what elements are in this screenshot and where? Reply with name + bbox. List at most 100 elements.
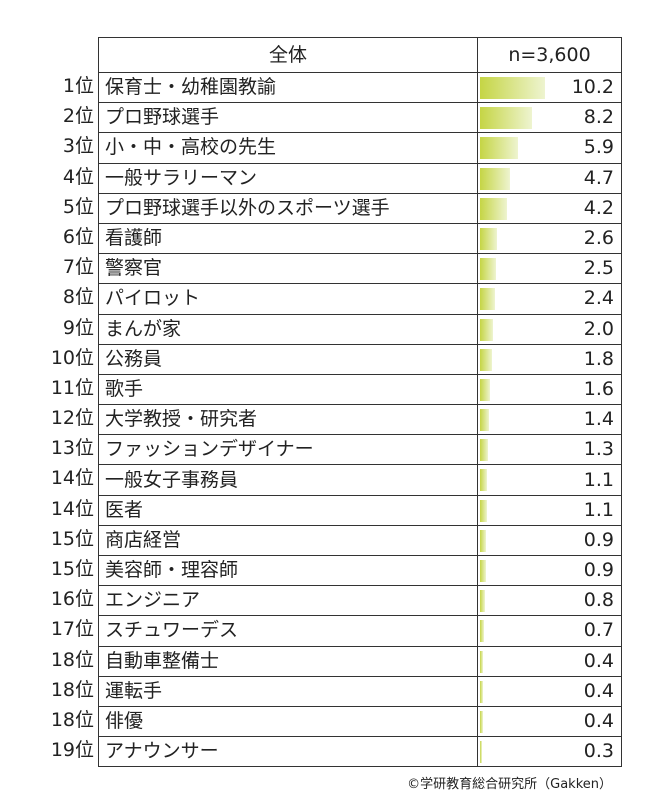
value-bar — [480, 590, 486, 613]
table-row: プロ野球選手 8.2 — [98, 102, 622, 134]
value-number: 2.4 — [583, 287, 614, 310]
rank-label: 19位 — [50, 739, 94, 761]
job-name: 大学教授・研究者 — [98, 404, 478, 436]
value-bar — [480, 529, 486, 552]
value-bar — [480, 710, 483, 733]
value-bar — [480, 378, 491, 401]
job-name: 公務員 — [98, 343, 478, 375]
job-name: 小・中・高校の先生 — [98, 132, 478, 164]
value-bar — [480, 227, 497, 250]
value-bar — [480, 288, 496, 311]
value-bar — [480, 469, 488, 492]
job-name: まんが家 — [98, 313, 478, 345]
value-cell: 0.9 — [477, 524, 622, 557]
rank-label: 17位 — [50, 618, 94, 640]
job-name: 一般女子事務員 — [98, 464, 478, 496]
value-number: 10.2 — [571, 76, 614, 99]
value-cell: 1.6 — [477, 373, 622, 406]
value-number: 1.1 — [583, 468, 614, 491]
table-row: 自動車整備士 0.4 — [98, 645, 622, 677]
value-number: 0.8 — [583, 589, 614, 612]
job-name: エンジニア — [98, 585, 478, 617]
job-name: 美容師・理容師 — [98, 554, 478, 587]
header-job: 全体 — [98, 37, 478, 73]
rank-label: 13位 — [50, 437, 94, 459]
rank-label: 14位 — [50, 467, 94, 489]
table-row: パイロット 2.4 — [98, 283, 622, 315]
header-value: n=3,600 — [477, 37, 622, 73]
value-number: 0.4 — [583, 649, 614, 672]
value-cell: 0.7 — [477, 615, 622, 647]
value-cell: 8.2 — [477, 102, 622, 134]
job-name: プロ野球選手 — [98, 102, 478, 134]
table-row: プロ野球選手以外のスポーツ選手 4.2 — [98, 192, 622, 224]
table-row: 保育士・幼稚園教諭 10.2 — [98, 71, 622, 104]
table-row: 美容師・理容師 0.9 — [98, 554, 622, 587]
table-row: 歌手 1.6 — [98, 373, 622, 406]
job-name: スチュワーデス — [98, 615, 478, 647]
rank-label: 4位 — [62, 166, 94, 188]
value-cell: 0.9 — [477, 554, 622, 587]
value-cell: 2.0 — [477, 313, 622, 345]
value-cell: 0.4 — [477, 645, 622, 677]
value-cell: 2.6 — [477, 222, 622, 255]
job-name: 警察官 — [98, 253, 478, 285]
value-number: 4.2 — [583, 196, 614, 219]
value-number: 0.7 — [583, 619, 614, 642]
value-bar — [480, 409, 489, 432]
table-row: 警察官 2.5 — [98, 253, 622, 285]
value-cell: 1.4 — [477, 404, 622, 436]
table-row: 看護師 2.6 — [98, 222, 622, 255]
rank-label: 5位 — [62, 196, 94, 218]
job-name: 歌手 — [98, 373, 478, 406]
value-number: 0.4 — [583, 679, 614, 702]
table-row: スチュワーデス 0.7 — [98, 615, 622, 647]
value-number: 2.6 — [583, 227, 614, 250]
value-cell: 2.5 — [477, 253, 622, 285]
value-bar — [480, 197, 507, 220]
value-bar — [480, 439, 489, 462]
table-row: 一般女子事務員 1.1 — [98, 464, 622, 496]
value-bar — [480, 680, 483, 703]
table-row: ファッションデザイナー 1.3 — [98, 434, 622, 466]
value-number: 0.9 — [583, 559, 614, 582]
job-name: ファッションデザイナー — [98, 434, 478, 466]
value-cell: 2.4 — [477, 283, 622, 315]
value-number: 2.5 — [583, 257, 614, 280]
rank-label: 3位 — [62, 135, 94, 157]
value-bar — [480, 560, 486, 582]
job-name: プロ野球選手以外のスポーツ選手 — [98, 192, 478, 224]
value-cell: 1.3 — [477, 434, 622, 466]
job-name: 自動車整備士 — [98, 645, 478, 677]
value-number: 5.9 — [583, 136, 614, 159]
table-row: 俳優 0.4 — [98, 705, 622, 738]
rank-label: 1位 — [62, 75, 94, 97]
rank-label: 15位 — [50, 558, 94, 580]
rank-label: 8位 — [62, 286, 94, 308]
value-bar — [480, 77, 546, 99]
value-bar — [480, 107, 533, 130]
table-row: エンジニア 0.8 — [98, 585, 622, 617]
job-name: 保育士・幼稚園教諭 — [98, 71, 478, 104]
rank-label: 12位 — [50, 407, 94, 429]
table-row: 医者 1.1 — [98, 494, 622, 526]
value-bar — [480, 318, 493, 341]
ranking-table: 全体 n=3,600 保育士・幼稚園教諭 10.2 プロ野球選手 8.2 小・中・高… — [98, 37, 622, 768]
rank-label: 6位 — [62, 226, 94, 248]
value-bar — [480, 167, 511, 190]
rank-label: 18位 — [50, 649, 94, 671]
value-bar — [480, 348, 492, 371]
value-number: 1.1 — [583, 498, 614, 521]
value-bar — [480, 258, 496, 281]
value-cell: 1.8 — [477, 343, 622, 375]
value-cell: 1.1 — [477, 464, 622, 496]
rank-label: 14位 — [50, 498, 94, 520]
rank-label: 11位 — [50, 377, 94, 399]
value-cell: 1.1 — [477, 494, 622, 526]
rank-label: 2位 — [62, 105, 94, 127]
job-name: パイロット — [98, 283, 478, 315]
value-number: 4.7 — [583, 166, 614, 189]
value-cell: 10.2 — [477, 71, 622, 104]
value-number: 1.8 — [583, 347, 614, 370]
value-cell: 0.4 — [477, 675, 622, 707]
